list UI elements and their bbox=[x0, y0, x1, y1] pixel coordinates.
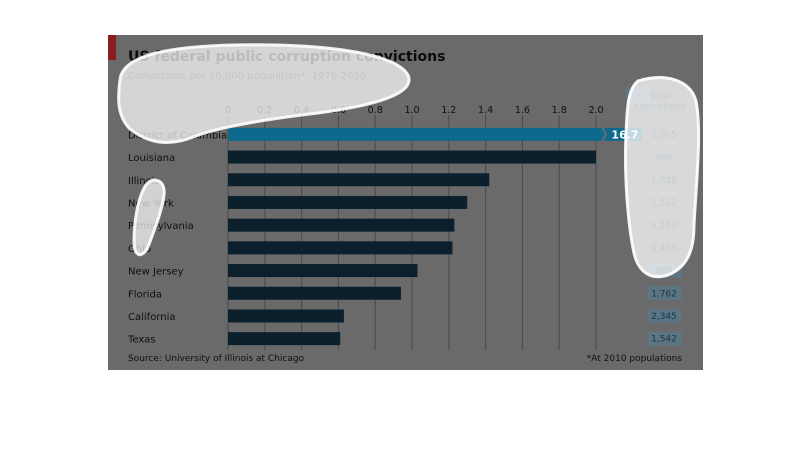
chart-frame: US federal public corruption convictions… bbox=[108, 35, 703, 370]
total-value-9: 1,542 bbox=[651, 335, 677, 345]
x-tick-10: 2.0 bbox=[588, 105, 603, 116]
category-label-7: Florida bbox=[128, 289, 162, 300]
total-value-3: 2,522 bbox=[651, 198, 677, 208]
source-note: Source: University of Illinois at Chicag… bbox=[128, 354, 305, 364]
bar-5 bbox=[228, 241, 453, 255]
x-tick-6: 1.2 bbox=[441, 105, 456, 116]
category-label-2: Illinois bbox=[128, 176, 160, 187]
bar-3 bbox=[228, 195, 468, 209]
category-label-4: Pennsylvania bbox=[128, 221, 194, 232]
bar-8 bbox=[228, 309, 344, 323]
category-label-9: Texas bbox=[127, 335, 156, 346]
category-labels: District of Columbia Louisiana Illinois New… bbox=[127, 130, 227, 345]
category-label-6: New Jersey bbox=[128, 267, 184, 278]
bars: 16.7 bbox=[228, 126, 642, 346]
x-tick-2: 0.4 bbox=[294, 105, 309, 116]
totals-box-7 bbox=[648, 286, 682, 301]
bar-2 bbox=[228, 173, 490, 187]
bar-value-label: 16.7 bbox=[611, 128, 638, 141]
bar-chart: US federal public corruption convictions… bbox=[127, 49, 686, 364]
x-tick-7: 1.4 bbox=[478, 105, 493, 116]
totals-header-line2: convictions bbox=[635, 102, 686, 112]
accent-tab bbox=[108, 35, 116, 60]
total-value-1: 906 bbox=[655, 153, 672, 163]
x-tick-0: 0 bbox=[225, 105, 231, 116]
x-tick-8: 1.6 bbox=[515, 105, 530, 116]
x-tick-5: 1.0 bbox=[404, 105, 419, 116]
total-value-5: 1,405 bbox=[651, 244, 677, 254]
category-label-1: Louisiana bbox=[128, 153, 175, 164]
total-value-6: 909 bbox=[655, 267, 672, 277]
bar-6 bbox=[228, 264, 418, 278]
bar-0 bbox=[228, 127, 608, 141]
x-tick-1: 0.2 bbox=[257, 105, 272, 116]
bar-1 bbox=[228, 150, 596, 164]
category-label-3: New York bbox=[128, 198, 174, 209]
bar-break-mark bbox=[601, 126, 608, 143]
total-value-0: 1,005 bbox=[651, 130, 677, 140]
bar-9 bbox=[228, 332, 341, 346]
totals-box-8 bbox=[648, 308, 682, 323]
chart-title: US federal public corruption convictions bbox=[128, 49, 445, 65]
bar-4 bbox=[228, 218, 455, 232]
category-label-5: Ohio bbox=[128, 244, 151, 255]
category-label-8: California bbox=[128, 312, 176, 323]
total-value-4: 1,563 bbox=[651, 221, 677, 231]
totals-box-9 bbox=[648, 331, 682, 346]
total-value-2: 1,828 bbox=[651, 176, 677, 186]
totals-column: Total convictions 1,005 906 1,828 2,522 1,56… bbox=[635, 92, 686, 345]
x-tick-4: 0.8 bbox=[368, 105, 383, 116]
totals-header-line1: Total bbox=[648, 92, 670, 102]
totals-column-background bbox=[626, 87, 682, 346]
x-tick-labels: 0 0.2 0.4 0.6 0.8 1.0 1.2 1.4 1.6 1.8 2.0 bbox=[225, 105, 604, 116]
category-label-0: District of Columbia bbox=[128, 130, 227, 141]
footnote: *At 2010 populations bbox=[587, 354, 683, 364]
x-tick-9: 1.8 bbox=[552, 105, 567, 116]
x-tick-3: 0.6 bbox=[331, 105, 346, 116]
total-value-7: 1,762 bbox=[651, 289, 677, 299]
chart-subtitle: Convictions per 10,000 population*, 1976… bbox=[128, 71, 366, 82]
total-value-8: 2,345 bbox=[651, 312, 677, 322]
bar-7 bbox=[228, 286, 401, 300]
